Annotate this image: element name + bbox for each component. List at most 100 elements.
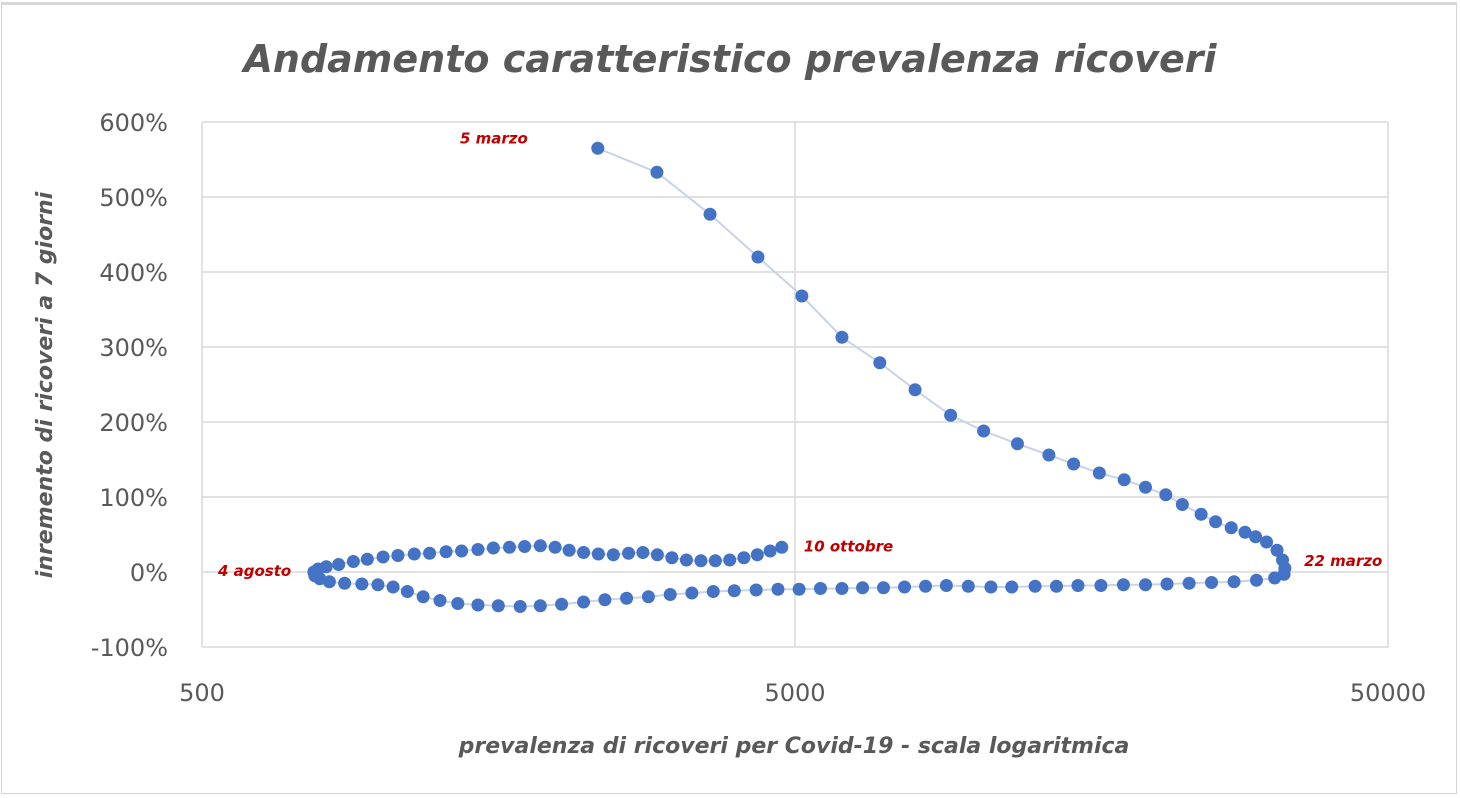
data-point xyxy=(1117,473,1131,487)
data-point xyxy=(750,548,764,562)
data-point xyxy=(1249,530,1263,544)
data-point xyxy=(727,584,741,598)
y-tick-label: 0% xyxy=(130,559,168,587)
data-point xyxy=(873,356,887,370)
data-point xyxy=(391,549,405,562)
data-point xyxy=(1270,543,1284,557)
data-point xyxy=(749,583,763,597)
data-point xyxy=(1139,578,1153,592)
data-point xyxy=(919,579,933,593)
data-point xyxy=(685,586,699,600)
data-point xyxy=(775,540,789,554)
data-point xyxy=(332,558,346,571)
data-point xyxy=(562,543,576,557)
data-point xyxy=(1205,576,1219,589)
data-point xyxy=(346,555,360,568)
data-point xyxy=(665,551,679,565)
data-point xyxy=(977,424,991,438)
data-point xyxy=(1160,577,1174,591)
y-tick-label: 100% xyxy=(99,484,168,512)
data-point xyxy=(771,582,785,596)
data-point xyxy=(1010,437,1024,451)
y-tick-label: 400% xyxy=(99,259,168,287)
data-point xyxy=(792,582,806,596)
data-point xyxy=(455,544,469,558)
data-point xyxy=(694,554,708,568)
data-point xyxy=(908,383,922,397)
data-point xyxy=(1209,515,1223,529)
data-point xyxy=(650,548,664,562)
data-point xyxy=(1260,535,1274,549)
data-point xyxy=(1175,498,1189,511)
data-point xyxy=(1005,580,1019,594)
series-connector-line xyxy=(312,147,1286,608)
data-point xyxy=(1224,521,1238,535)
data-point xyxy=(548,540,562,554)
y-axis-label: inremento di ricoveri a 7 giorni xyxy=(33,191,58,578)
data-point xyxy=(751,250,765,264)
data-point xyxy=(984,580,998,594)
data-point xyxy=(737,551,751,565)
annotations: 5 marzo 22 marzo 4 agosto 10 ottobre xyxy=(217,129,1382,580)
data-point xyxy=(795,289,809,303)
x-tick-label: 50000 xyxy=(1350,679,1426,707)
data-point xyxy=(502,540,516,554)
data-point xyxy=(813,582,827,595)
data-point xyxy=(1182,576,1196,590)
data-point xyxy=(423,546,437,560)
data-point xyxy=(591,141,605,155)
data-point xyxy=(856,581,870,595)
chart-title: Andamento caratteristico prevalenza rico… xyxy=(241,37,1218,81)
data-point xyxy=(708,554,722,568)
data-point xyxy=(620,591,634,605)
data-point xyxy=(622,546,636,560)
data-point xyxy=(723,553,737,567)
data-point xyxy=(939,579,953,592)
data-point xyxy=(944,408,958,422)
x-axis-label: prevalenza di ricoveri per Covid-19 - sc… xyxy=(458,734,1130,759)
data-point xyxy=(513,600,527,613)
data-point xyxy=(555,597,569,611)
data-point xyxy=(1092,466,1106,480)
data-point xyxy=(471,598,485,612)
data-point xyxy=(961,579,975,593)
data-point xyxy=(636,546,650,559)
x-tick-label: 5000 xyxy=(764,679,825,707)
annotation-label: 10 ottobre xyxy=(804,537,893,555)
data-point xyxy=(1094,579,1108,592)
data-point xyxy=(360,552,374,566)
data-point xyxy=(706,585,720,598)
data-point xyxy=(433,594,447,607)
data-point xyxy=(439,545,453,559)
data-point xyxy=(763,544,777,558)
data-point xyxy=(577,595,591,609)
annotation-label: 4 agosto xyxy=(217,562,291,580)
data-point xyxy=(1071,579,1085,592)
data-point xyxy=(407,547,421,561)
data-point xyxy=(1116,578,1130,592)
data-point xyxy=(491,599,505,613)
y-tick-label: 300% xyxy=(99,334,168,362)
y-axis-ticks: 600% 500% 400% 300% 200% 100% 0% -100% xyxy=(91,109,168,662)
data-point xyxy=(400,585,414,598)
data-point xyxy=(1139,480,1153,494)
data-point xyxy=(1042,448,1056,462)
data-point xyxy=(835,582,849,595)
data-point xyxy=(376,550,390,564)
data-point xyxy=(1049,579,1063,593)
data-point xyxy=(319,560,333,574)
data-point xyxy=(1028,579,1042,593)
data-point xyxy=(486,541,500,555)
gridlines xyxy=(201,121,1389,648)
data-point xyxy=(679,553,693,567)
data-point xyxy=(338,576,352,590)
data-point xyxy=(703,207,717,221)
data-point xyxy=(386,580,400,594)
y-tick-label: -100% xyxy=(91,634,168,662)
data-point xyxy=(606,548,620,562)
data-point xyxy=(471,543,485,556)
data-point xyxy=(650,165,664,179)
data-point xyxy=(591,547,605,561)
